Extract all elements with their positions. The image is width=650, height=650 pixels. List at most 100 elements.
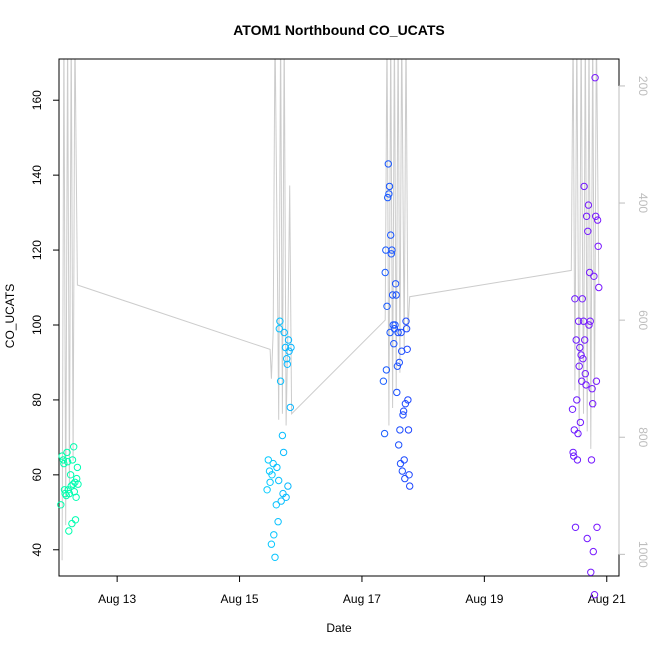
data-point [391,321,399,329]
data-point [578,295,586,303]
y-axis-label: CO_UCATS [3,284,17,348]
data-point [383,302,391,310]
data-point [280,328,288,337]
data-point [390,325,399,333]
y-tick-label: 160 [30,90,44,110]
data-point [569,448,577,457]
data-point [593,523,601,531]
data-point [595,283,603,292]
data-point [274,518,282,526]
data-point [592,377,601,385]
data-point [589,547,597,556]
data-point [390,340,398,348]
data-point [587,456,596,464]
data-point [286,403,294,412]
data-point [272,501,280,509]
data-point [63,458,72,466]
data-point [397,328,405,337]
data-point [573,456,582,464]
data-point [401,400,410,408]
data-point [66,471,75,479]
data-point [391,280,400,288]
data-point [576,343,584,352]
data-point [65,489,74,498]
data-point [73,463,82,472]
data-point [276,377,285,385]
data-point [574,317,583,325]
data-point [581,370,589,378]
data-point [577,351,585,359]
secondary-series-line [61,59,600,561]
data-point [574,429,582,438]
data-point [398,467,406,475]
chart-title: ATOM1 Northbound CO_UCATS [233,22,445,38]
secondary-line-layer [61,59,600,561]
x-tick-label: Aug 17 [343,592,381,606]
data-point [570,452,578,460]
data-point [395,358,403,367]
data-point [381,268,389,277]
y-axis: 40 60 80 100 120 140 160 [30,90,60,556]
data-point [575,362,583,370]
data-point [279,448,288,457]
data-point [273,463,281,472]
data-point [70,443,78,451]
data-point [591,74,599,82]
data-point [402,325,411,333]
data-point [380,429,389,438]
data-point [585,268,594,277]
data-point [405,471,413,479]
data-point [400,456,408,464]
data-point [284,482,292,490]
x-axis-label: Date [326,621,352,635]
data-point [588,385,596,393]
data-point [385,182,394,191]
data-point [396,459,405,468]
data-point [285,347,293,355]
data-point [277,497,285,505]
y-tick-label: 80 [30,393,44,407]
data-point [593,216,602,224]
data-point [271,553,279,561]
data-point [283,360,291,368]
data-point [571,295,579,303]
data-point [65,527,73,535]
data-point [581,336,589,344]
data-point [576,418,585,427]
data-point [387,250,395,258]
data-point [582,212,591,221]
data-point [580,182,588,191]
data-point [590,591,599,599]
data-point [592,212,600,221]
data-point [573,396,581,404]
data-point [384,193,392,202]
data-point [404,426,413,434]
data-point [572,336,580,344]
data-point [586,317,594,325]
data-point [399,407,408,415]
x-tick-label: Aug 13 [98,592,136,606]
x-axis: Aug 13 Aug 15 Aug 17 Aug 19 Aug 21 [98,575,626,606]
data-point [379,377,388,385]
data-point [275,325,283,333]
data-point [281,343,290,352]
data-point [283,355,291,363]
data-point [392,291,400,299]
data-point [63,448,71,457]
x-tick-label: Aug 21 [588,592,626,606]
data-point [278,431,287,440]
data-point [384,160,392,168]
data-point [68,456,77,464]
data-point [73,474,81,483]
plot-frame [58,58,620,577]
points-layer [57,74,603,599]
data-point [406,482,414,490]
data-point [72,493,80,501]
data-point [393,388,401,397]
data-point [265,467,274,475]
data-point [388,246,396,254]
data-point [579,355,587,363]
x-tick-label: Aug 15 [221,592,259,606]
data-point [275,476,283,485]
data-point [264,456,272,464]
